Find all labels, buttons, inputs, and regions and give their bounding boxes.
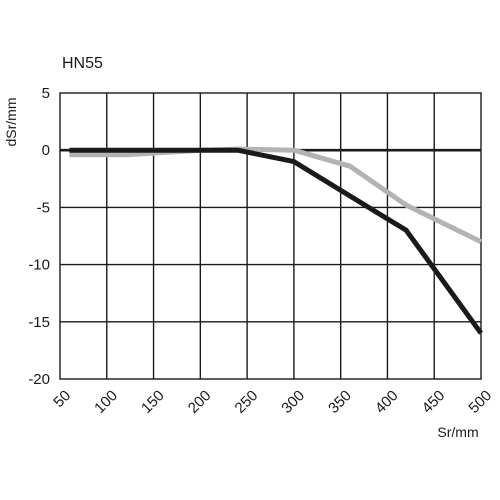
x-tick-label: 500	[465, 387, 495, 417]
x-tick-label: 100	[91, 387, 121, 417]
y-tick-labels: 5 0 -5 -10 -15 -20	[28, 85, 50, 388]
y-tick-label: -20	[28, 371, 50, 388]
x-tick-label: 350	[325, 387, 355, 417]
x-tick-label: 150	[138, 387, 168, 417]
y-tick-label: -15	[28, 314, 50, 331]
series-lines	[69, 146, 484, 335]
x-tick-label: 200	[185, 387, 215, 417]
y-axis-label: dSr/mm	[3, 98, 19, 147]
x-tick-label: 300	[278, 387, 308, 417]
y-tick-label: 5	[42, 85, 50, 102]
y-tick-label: -10	[28, 257, 50, 274]
x-tick-labels: 50 100 150 200 250 300 350 400 450 500	[50, 387, 495, 417]
chart-title: HN55	[62, 55, 103, 72]
x-tick-label: 50	[50, 387, 74, 411]
plot-frame	[59, 92, 482, 380]
y-tick-label: 0	[42, 142, 50, 159]
x-tick-label: 400	[372, 387, 402, 417]
plot-grid	[59, 92, 482, 380]
series-line-1	[69, 147, 484, 335]
series-line-2	[69, 146, 483, 244]
x-tick-label: 250	[232, 387, 262, 417]
x-axis-label: Sr/mm	[437, 424, 478, 440]
x-tick-label: 450	[419, 387, 449, 417]
y-tick-label: -5	[37, 199, 50, 216]
